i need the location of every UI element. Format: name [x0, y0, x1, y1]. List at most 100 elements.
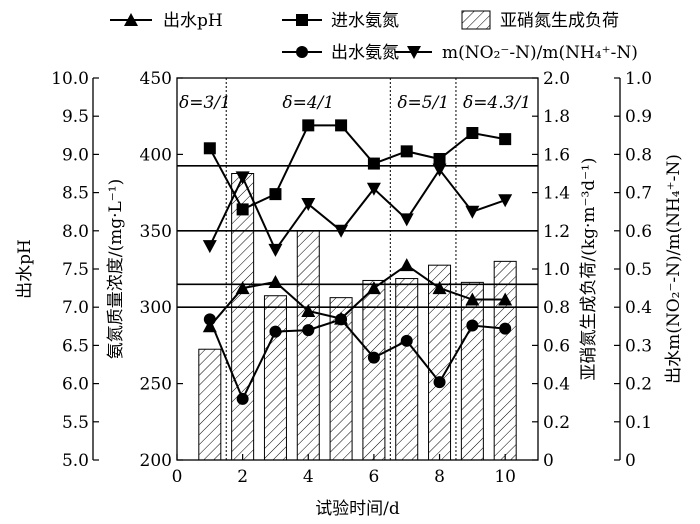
y-tick-label: 9.5 [62, 107, 89, 127]
data-point [465, 205, 480, 219]
y-tick-label: 5.5 [62, 413, 89, 433]
data-point [432, 163, 447, 177]
y-tick-label: 7.0 [62, 298, 89, 318]
phase-label: δ=4/1 [282, 93, 334, 113]
phase-label: δ=3/1 [179, 93, 231, 113]
data-point [366, 281, 381, 295]
y-tick-label: 2.0 [543, 69, 570, 89]
y-tick-label: 0.7 [625, 184, 652, 204]
y-tick-label: 350 [140, 222, 172, 242]
data-point [268, 274, 283, 288]
data-point [302, 119, 315, 132]
y-tick-label: 5.0 [62, 451, 89, 471]
data-point [399, 213, 414, 227]
data-point [400, 334, 413, 347]
data-point [335, 119, 348, 132]
data-point [203, 313, 216, 326]
x-tick-label: 8 [434, 467, 445, 487]
y-tick-label: 1.6 [543, 145, 570, 165]
lines-layer [202, 119, 513, 405]
y-tick-label: 1.0 [625, 69, 652, 89]
y-tick-label: 0.8 [543, 298, 570, 318]
bar [395, 278, 419, 461]
y-axis-label: 出水pH [15, 239, 35, 299]
data-point [268, 243, 283, 257]
data-point [466, 127, 479, 140]
y-tick-label: 6.5 [62, 336, 89, 356]
y-tick-label: 1.4 [543, 184, 570, 204]
data-point [302, 324, 315, 337]
series-line [209, 263, 506, 327]
axes-layer: 0 2 4 6 8 10 试验时间/d 5.0 5.5 6.0 6.5 7.0 7.5 8.0 8.5 9.0… [15, 69, 684, 519]
y-tick-label: 8.0 [62, 222, 89, 242]
series-line [208, 124, 506, 211]
legend-marker [124, 13, 138, 26]
y-tick-label: 200 [140, 451, 172, 471]
data-point [367, 157, 380, 170]
data-point [367, 351, 380, 364]
y-tick-label: 1.0 [543, 260, 570, 280]
y-tick-label: 0.3 [625, 336, 652, 356]
y-tick-label: 400 [140, 145, 172, 165]
data-point [203, 142, 216, 155]
data-point [236, 392, 249, 405]
series-line [208, 167, 506, 252]
y-axis-label: 氨氮质量浓度/(mg·L⁻¹) [106, 179, 126, 359]
y-tick-label: 0.8 [625, 145, 652, 165]
data-point [465, 292, 480, 306]
bar [493, 260, 517, 461]
y-tick-label: 0 [625, 451, 636, 471]
legend-marker [407, 46, 421, 59]
legend-label: 出水氨氮 [331, 43, 399, 63]
data-point [235, 171, 250, 185]
y-tick-label: 10.0 [51, 69, 89, 89]
y-axis-label: 亚硝氮生成负荷/(kg·m⁻³d⁻¹) [579, 157, 599, 380]
data-point [400, 145, 413, 158]
legend-marker [296, 14, 308, 26]
x-tick-label: 2 [237, 467, 248, 487]
y-tick-label: 1.2 [543, 222, 570, 242]
data-point [269, 188, 282, 201]
bars-layer [198, 173, 517, 461]
y-tick-label: 6.0 [62, 375, 89, 395]
y-tick-label: 7.5 [62, 260, 89, 280]
legend-label: 亚硝氮生成负荷 [500, 11, 619, 31]
y-tick-label: 9.0 [62, 145, 89, 165]
bar [460, 281, 484, 461]
x-tick-label: 6 [368, 467, 379, 487]
data-point [499, 133, 512, 146]
y-tick-label: 0.5 [625, 260, 652, 280]
data-point [499, 322, 512, 335]
data-point [301, 198, 316, 212]
phase-label: δ=4.3/1 [463, 93, 531, 113]
y-tick-label: 1.8 [543, 107, 570, 127]
y-tick-label: 250 [140, 375, 172, 395]
data-point [366, 182, 381, 196]
legend-marker [296, 46, 308, 58]
y-tick-label: 450 [140, 69, 172, 89]
y-tick-label: 0.2 [625, 375, 652, 395]
data-point [235, 281, 250, 295]
data-point [498, 292, 513, 306]
y-tick-label: 0.6 [625, 222, 652, 242]
bar [296, 230, 320, 461]
legend-label: 出水pH [163, 11, 223, 31]
data-point [433, 376, 446, 389]
y-axis-label: 出水m(NO₂⁻-N)/m(NH₄⁺-N) [664, 154, 684, 384]
y-tick-label: 0.9 [625, 107, 652, 127]
y-tick-label: 8.5 [62, 184, 89, 204]
y-tick-label: 0.1 [625, 413, 652, 433]
data-point [335, 313, 348, 326]
y-tick-label: 0.4 [543, 375, 570, 395]
y-tick-label: 0.2 [543, 413, 570, 433]
y-tick-label: 0 [543, 451, 554, 471]
data-point [433, 152, 446, 165]
legend-label: 进水氨氮 [331, 11, 399, 31]
phase-label: δ=5/1 [397, 93, 449, 113]
data-point [399, 258, 414, 272]
series-line [208, 318, 506, 402]
y-tick-label: 0.6 [543, 336, 570, 356]
y-tick-label: 0.4 [625, 298, 652, 318]
